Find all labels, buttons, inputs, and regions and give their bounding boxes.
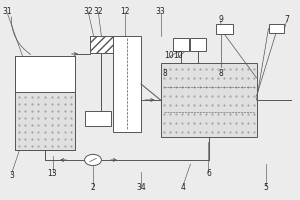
Text: 33: 33	[156, 6, 165, 16]
Bar	[15, 56, 75, 150]
Text: 10: 10	[165, 50, 174, 60]
Bar	[15, 92, 75, 150]
Text: 7: 7	[284, 15, 289, 23]
Text: 4: 4	[181, 182, 185, 192]
Bar	[160, 63, 256, 137]
Text: 8: 8	[218, 68, 223, 77]
Bar	[90, 36, 112, 53]
Bar	[112, 36, 141, 132]
Bar	[216, 24, 232, 34]
Text: 12: 12	[120, 6, 129, 16]
Text: 32: 32	[94, 6, 103, 16]
Text: 32: 32	[84, 6, 93, 16]
Text: 34: 34	[136, 182, 146, 192]
Text: 10: 10	[174, 50, 183, 60]
Bar	[190, 38, 206, 51]
Bar	[15, 56, 75, 150]
Text: 3: 3	[9, 170, 14, 180]
Text: 31: 31	[3, 6, 12, 16]
Bar	[268, 24, 284, 33]
Text: 9: 9	[218, 15, 223, 23]
Text: 2: 2	[91, 182, 95, 192]
Text: 8: 8	[162, 68, 167, 77]
Bar	[172, 38, 189, 51]
Circle shape	[85, 154, 101, 166]
Text: 5: 5	[263, 182, 268, 192]
Bar	[85, 111, 111, 126]
Bar	[160, 63, 256, 137]
Text: 6: 6	[206, 168, 211, 178]
Text: 13: 13	[48, 168, 57, 178]
